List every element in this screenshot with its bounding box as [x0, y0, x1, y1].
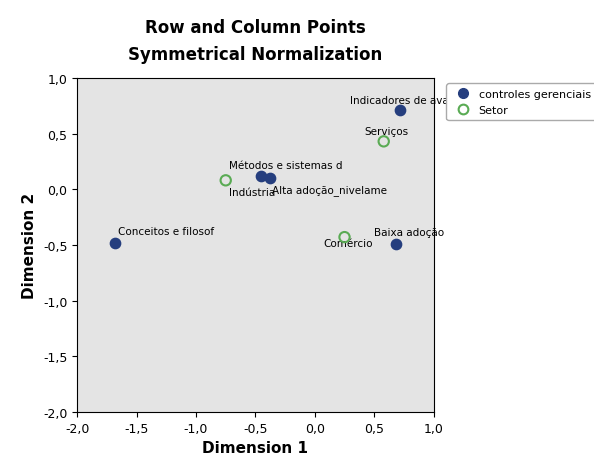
- Point: [265, 175, 274, 182]
- Point: [379, 138, 388, 146]
- Text: Row and Column Points: Row and Column Points: [145, 19, 366, 37]
- Point: [396, 107, 405, 115]
- Text: Baixa adoção: Baixa adoção: [374, 228, 444, 238]
- Text: Comércio: Comércio: [323, 239, 372, 249]
- Point: [110, 239, 120, 247]
- Text: Indústria: Indústria: [229, 188, 276, 198]
- Text: Alta adoção_nivelame: Alta adoção_nivelame: [272, 184, 387, 195]
- Y-axis label: Dimension 2: Dimension 2: [23, 193, 37, 298]
- Point: [340, 234, 349, 241]
- Text: Indicadores de avali: Indicadores de avali: [350, 95, 455, 106]
- X-axis label: Dimension 1: Dimension 1: [203, 440, 308, 455]
- Text: Métodos e sistemas d: Métodos e sistemas d: [229, 161, 343, 171]
- Point: [221, 177, 230, 185]
- Point: [391, 241, 400, 248]
- Text: Conceitos e filosof: Conceitos e filosof: [118, 226, 214, 237]
- Legend: controles gerenciais, Setor: controles gerenciais, Setor: [446, 84, 594, 121]
- Text: Serviços: Serviços: [365, 126, 409, 137]
- Point: [257, 173, 266, 180]
- Text: Symmetrical Normalization: Symmetrical Normalization: [128, 46, 383, 64]
